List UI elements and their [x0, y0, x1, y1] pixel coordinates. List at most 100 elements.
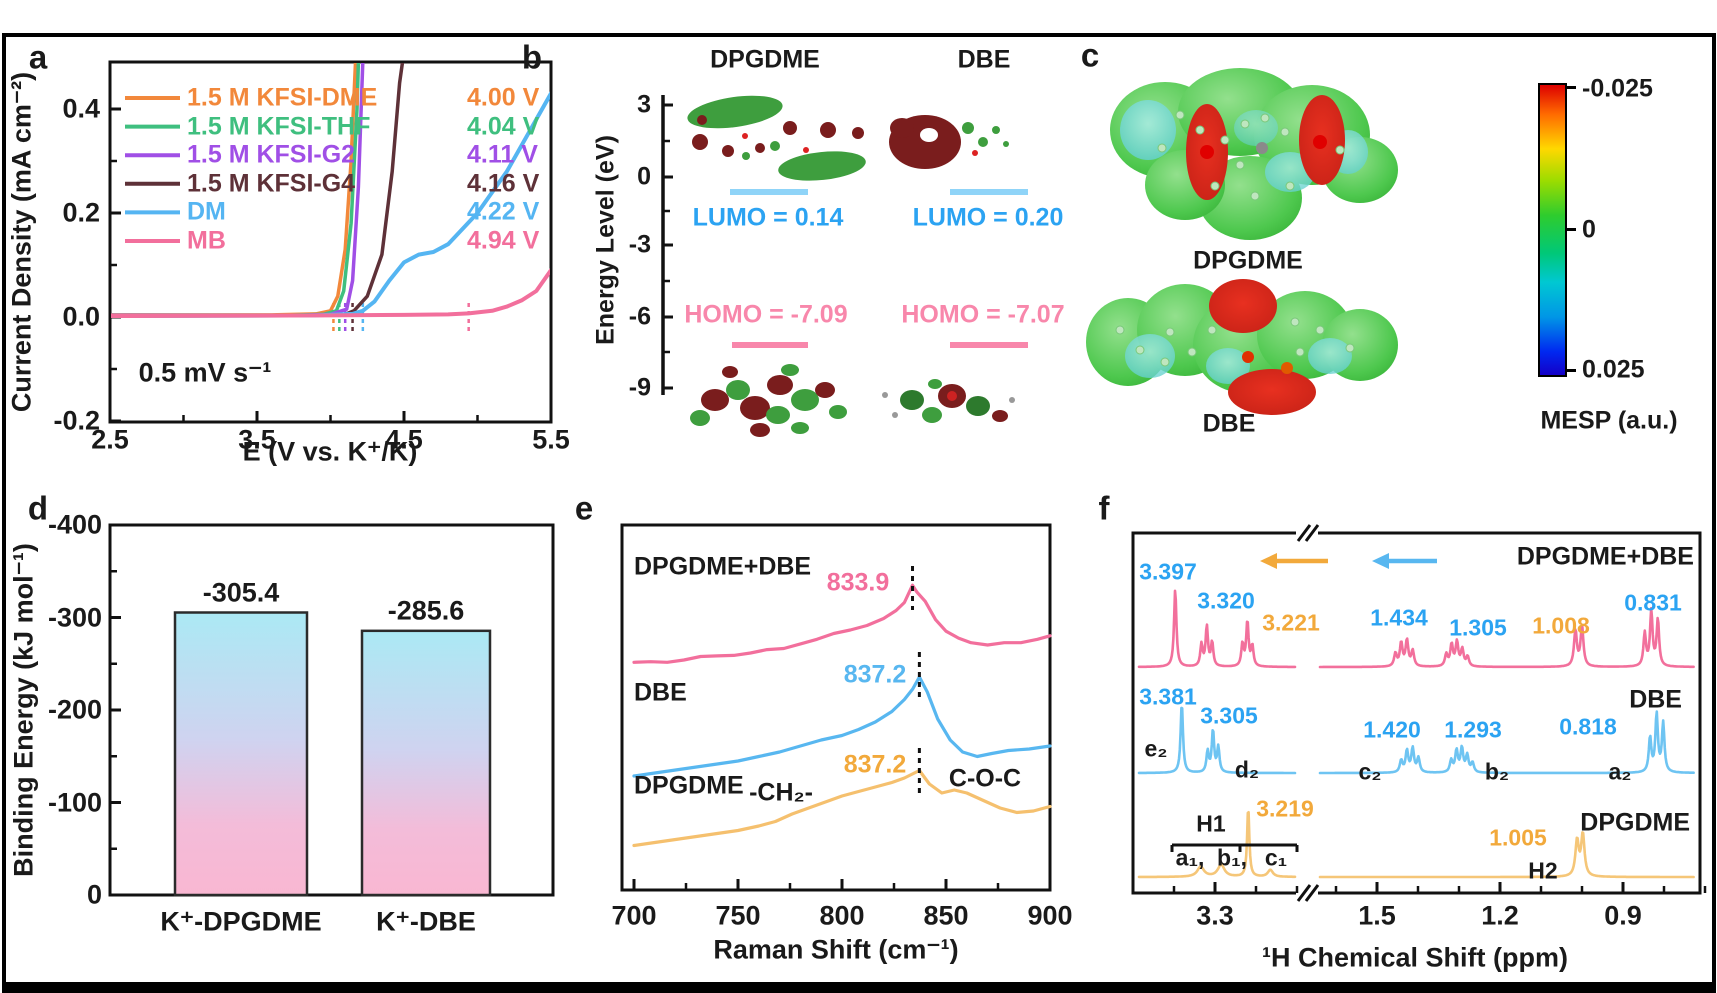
legend-label-1.5 M KFSI-THF: 1.5 M KFSI-THF — [187, 112, 371, 141]
panel-a-y-tick-label: 0.0 — [62, 301, 100, 332]
panel-c-label: c — [1080, 36, 1100, 74]
oxidation-voltage-1.5 M KFSI-THF: 4.04 V — [467, 112, 540, 141]
panel-e-x-axis-label: Raman Shift (cm⁻¹) — [713, 934, 959, 965]
nmr-trace-DPGDME — [1318, 831, 1695, 879]
panel-b-dbe-title: DBE — [957, 45, 1011, 74]
panel-f-plot-box — [1131, 531, 1702, 895]
lsv-curve-DM — [111, 91, 550, 318]
panel-e-x-tick-label: 750 — [715, 900, 761, 931]
colorbar-tick-top — [1565, 86, 1576, 89]
panel-e-x-tick-label: 900 — [1027, 900, 1073, 931]
colorbar-label-mid: 0 — [1582, 215, 1596, 244]
nmr-annotation-1.005: 1.005 — [1489, 824, 1547, 851]
nmr-annotation-3.221: 3.221 — [1262, 609, 1320, 636]
panel-d-y-tick-label: 0 — [86, 879, 102, 910]
panel-e-x-tick-label: 850 — [923, 900, 969, 931]
panel-a-y-axis-label: Current Density (mA cm⁻²) — [6, 71, 37, 413]
nmr-annotation-3.397: 3.397 — [1139, 558, 1197, 585]
bar-value-K⁺-DBE: -285.6 — [387, 595, 465, 626]
legend-label-1.5 M KFSI-G4: 1.5 M KFSI-G4 — [187, 169, 356, 198]
panel-e-x-tick-label: 700 — [611, 900, 657, 931]
panel-e-x-tick-label: 800 — [819, 900, 865, 931]
panel-d-y-tick-label: -200 — [47, 694, 102, 725]
raman-trace2-name: DBE — [634, 678, 687, 707]
panel-d-label: d — [27, 489, 49, 527]
dbe-shift-arrow-head — [1372, 553, 1389, 569]
nmr-annotation-1.434: 1.434 — [1370, 604, 1428, 631]
panel-b-dpgdme-title: DPGDME — [710, 45, 820, 74]
panel-b-label: b — [521, 38, 543, 76]
nmr-annotation-c₂: c₂ — [1358, 758, 1382, 785]
raman-trace-DBE — [632, 675, 1052, 778]
panel-d-y-tick-label: -300 — [47, 602, 102, 632]
panel-f-label: f — [1098, 489, 1110, 527]
panel-a-y-tick-label: 0.4 — [62, 93, 100, 124]
nmr-trace-DPGDME+DBE — [1137, 589, 1297, 669]
legend-label-1.5 M KFSI-DME: 1.5 M KFSI-DME — [187, 83, 378, 112]
nmr-annotation-1.293: 1.293 — [1444, 716, 1502, 743]
nmr-trace1-name: DPGDME+DBE — [1516, 542, 1694, 571]
panel-a-y-tick-label: 0.2 — [62, 197, 100, 228]
panel-a-x-tick-label: 2.5 — [91, 424, 129, 455]
nmr-trace3-name: DPGDME — [1580, 808, 1690, 837]
nmr-trace2-name: DBE — [1629, 685, 1682, 714]
oxidation-voltage-1.5 M KFSI-G4: 4.16 V — [467, 169, 540, 198]
bar-value-K⁺-DPGDME: -305.4 — [202, 577, 280, 607]
nmr-trace-DBE — [1137, 706, 1297, 775]
energy-axis-tick-label: -3 — [628, 230, 651, 259]
colorbar-label-top: -0.025 — [1582, 74, 1653, 103]
bar-category-K⁺-DPGDME: K⁺-DPGDME — [160, 906, 322, 937]
raman-ch2-assignment: -CH₂- — [749, 778, 813, 807]
nmr-annotation-1.420: 1.420 — [1363, 716, 1421, 743]
nmr-annotation-H2: H2 — [1528, 857, 1558, 884]
colorbar-title: MESP (a.u.) — [1540, 406, 1678, 435]
dpgdme-lumo-orbital-image — [687, 95, 866, 181]
nmr-annotation-a₁,: a₁, — [1175, 844, 1205, 871]
dbe-homo-orbital-image — [882, 379, 1015, 423]
legend-label-DM: DM — [187, 197, 226, 226]
legend-label-1.5 M KFSI-G2: 1.5 M KFSI-G2 — [187, 140, 356, 169]
raman-peak3-value: 837.2 — [843, 750, 907, 779]
panel-a-label: a — [28, 38, 48, 76]
energy-axis-tick-label: -6 — [628, 302, 651, 331]
panel-a-x-tick-label: 4.5 — [385, 424, 423, 455]
raman-trace-DPGDME — [632, 768, 1052, 848]
nmr-trace-DPGDME — [1137, 810, 1297, 879]
figure-border-frame — [2, 33, 1716, 993]
nmr-annotation-3.320: 3.320 — [1197, 587, 1255, 614]
nmr-annotation-d₂: d₂ — [1234, 756, 1260, 783]
binding-energy-bar-K⁺-DPGDME — [173, 611, 309, 897]
energy-axis-tick-label: 0 — [637, 162, 651, 191]
mesp-colorbar — [1538, 83, 1567, 377]
nmr-annotation-H1: H1 — [1196, 810, 1226, 837]
panel-f-x-tick-label: 0.9 — [1604, 900, 1642, 931]
panel-d-y-tick-label: -400 — [47, 509, 102, 540]
oxidation-voltage-MB: 4.94 V — [467, 226, 540, 255]
dbe-homo-value: HOMO = -7.07 — [901, 300, 1065, 329]
dpgdme-homo-value: HOMO = -7.09 — [684, 300, 848, 329]
energy-axis-tick-label: 3 — [637, 90, 651, 119]
panel-d-y-tick-label: -100 — [47, 787, 102, 817]
nmr-trace-DPGDME+DBE — [1318, 606, 1695, 669]
panel-a-y-tick-label: -0.2 — [53, 405, 100, 436]
dbe-lumo-orbital-image — [889, 115, 1009, 169]
legend-label-MB: MB — [187, 226, 226, 255]
colorbar-label-bottom: 0.025 — [1582, 355, 1645, 384]
panel-e-label: e — [574, 489, 594, 527]
oxidation-voltage-1.5 M KFSI-G2: 4.11 V — [467, 140, 538, 169]
panel-a-x-axis-label: E (V vs. K⁺/K) — [242, 436, 418, 467]
dpgdme-homo-orbital-image — [690, 364, 847, 437]
axis-break-slash — [1304, 884, 1320, 902]
mesp-dpgdme-caption: DPGDME — [1193, 246, 1303, 275]
dbe-mesp-surface-image — [1086, 279, 1398, 415]
dpgdme-lumo-value: LUMO = 0.14 — [692, 203, 844, 232]
axis-break-slash — [1296, 884, 1312, 902]
raman-trace-DPGDME+DBE — [632, 583, 1052, 664]
nmr-annotation-e₂: e₂ — [1144, 735, 1168, 762]
raman-peak1-value: 833.9 — [826, 568, 890, 597]
nmr-annotation-3.305: 3.305 — [1200, 702, 1258, 729]
oxidation-voltage-DM: 4.22 V — [467, 197, 540, 226]
raman-coc-assignment: C-O-C — [948, 764, 1022, 793]
